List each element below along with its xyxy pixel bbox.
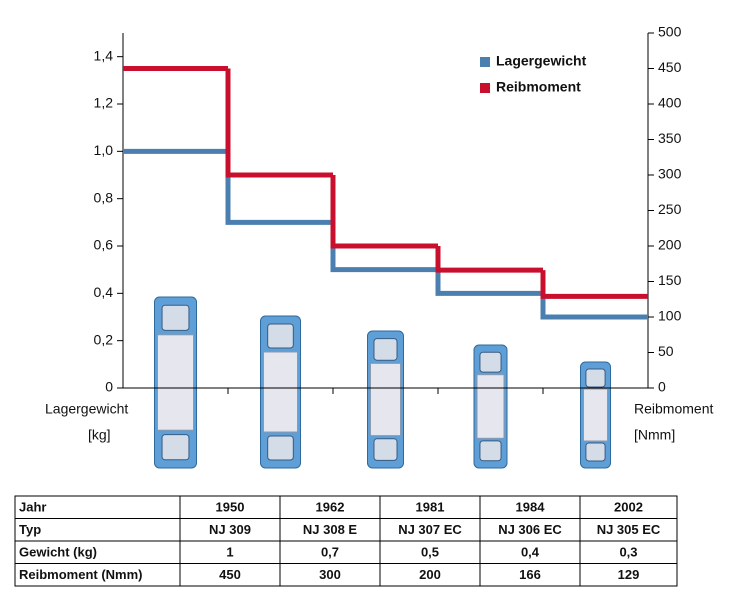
table-text: NJ 306 EC xyxy=(498,522,562,537)
y2-tick-label: 350 xyxy=(658,130,682,146)
y-axis-label: [kg] xyxy=(88,427,111,443)
bearing-roller xyxy=(479,440,502,462)
table-text: 0,4 xyxy=(521,545,540,560)
table-text: 129 xyxy=(618,567,640,582)
bearing-roller xyxy=(267,435,294,461)
table-text: Jahr xyxy=(19,500,46,515)
table-text: 200 xyxy=(419,567,441,582)
table-text: 1984 xyxy=(516,500,546,515)
legend-label: Reibmoment xyxy=(496,79,581,95)
bearing-roller xyxy=(267,323,294,349)
bearing-roller xyxy=(373,338,398,361)
bearing-body xyxy=(370,362,401,437)
y2-axis-label: [Nmm] xyxy=(634,427,675,443)
legend-swatch xyxy=(480,57,490,67)
table-text: Typ xyxy=(19,522,41,537)
y-tick-label: 0,6 xyxy=(94,237,114,253)
y2-tick-label: 500 xyxy=(658,24,682,40)
y2-tick-label: 400 xyxy=(658,95,682,111)
table-text: 1962 xyxy=(316,500,345,515)
table-text: 2002 xyxy=(614,500,643,515)
table-text: 300 xyxy=(319,567,341,582)
plot: 0 0,2 0,4 0,6 0,8 1,0 1,2 1,4 0 50 100 150 200 250 300… xyxy=(45,24,713,443)
table-text: NJ 309 xyxy=(209,522,251,537)
table-text: 450 xyxy=(219,567,241,582)
y2-tick-label: 250 xyxy=(658,201,682,217)
y-tick-label: 1,4 xyxy=(94,47,114,63)
table: Jahr 1950 1962 1981 1984 2002 Typ NJ 309 NJ 308 … xyxy=(14,495,678,587)
table-text: 1950 xyxy=(216,500,245,515)
bearing-roller xyxy=(373,438,398,461)
table-text: NJ 308 E xyxy=(303,522,358,537)
table-text: Reibmoment (Nmm) xyxy=(19,567,143,582)
table-text: Gewicht (kg) xyxy=(19,545,97,560)
y-tick-label: 0,2 xyxy=(94,331,114,347)
table-text: NJ 307 EC xyxy=(398,522,462,537)
table-text: 1 xyxy=(226,545,233,560)
table-text: 166 xyxy=(519,567,541,582)
y2-axis-label: Reibmoment xyxy=(634,401,713,417)
y-tick-label: 0,4 xyxy=(94,284,114,300)
bearing-body xyxy=(263,351,298,433)
table-text: 0,7 xyxy=(321,545,339,560)
bearing-roller xyxy=(161,434,190,461)
table-text: 0,5 xyxy=(421,545,439,560)
bearing-body xyxy=(476,374,505,439)
y-tick-label: 0,8 xyxy=(94,189,114,205)
y-tick-label: 1,2 xyxy=(94,95,114,111)
table-text: 0,3 xyxy=(619,545,637,560)
y2-tick-label: 50 xyxy=(658,343,674,359)
table-cell xyxy=(579,563,678,587)
y2-tick-label: 450 xyxy=(658,59,682,75)
y2-tick-label: 200 xyxy=(658,237,682,253)
bearing-roller xyxy=(585,368,606,388)
y-tick-label: 1,0 xyxy=(94,142,114,158)
y2-tick-label: 300 xyxy=(658,166,682,182)
y2-tick-label: 100 xyxy=(658,308,682,324)
table-text: NJ 305 EC xyxy=(597,522,661,537)
bearing-roller xyxy=(479,351,502,373)
bearing-icons xyxy=(154,296,611,469)
y-axis-label: Lagergewicht xyxy=(45,401,128,417)
y2-tick-label: 0 xyxy=(658,379,666,395)
y2-tick-label: 150 xyxy=(658,272,682,288)
y-tick-label: 0 xyxy=(105,379,113,395)
bearing-body xyxy=(583,388,608,442)
bearing-body xyxy=(157,334,194,431)
legend-swatch xyxy=(480,83,490,93)
bearing-roller xyxy=(585,442,606,462)
legend-label: Lagergewicht xyxy=(496,53,587,69)
bearing-roller xyxy=(161,304,190,331)
table-text: 1981 xyxy=(416,500,445,515)
